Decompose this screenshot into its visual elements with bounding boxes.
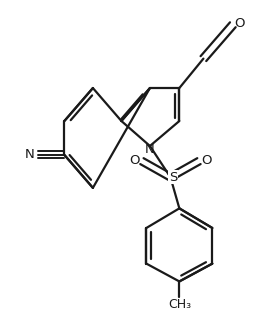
Text: N: N xyxy=(25,149,35,161)
Text: O: O xyxy=(130,154,140,167)
Text: N: N xyxy=(145,143,155,156)
Text: O: O xyxy=(201,154,211,167)
Text: CH₃: CH₃ xyxy=(168,298,191,311)
Text: O: O xyxy=(234,17,244,30)
Text: S: S xyxy=(169,171,177,184)
